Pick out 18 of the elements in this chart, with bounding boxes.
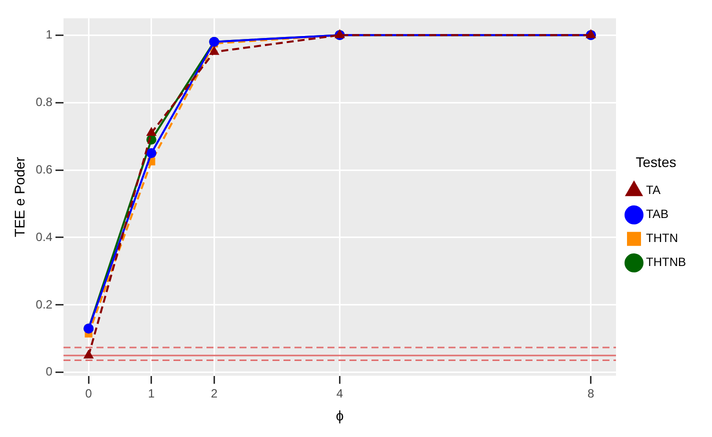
y-tick-label: 0.6 [36, 162, 53, 176]
x-tick-label: 1 [148, 386, 156, 400]
x-axis-title: ϕ [336, 407, 344, 424]
y-axis-title: TEE e Poder [11, 156, 28, 238]
y-tick-label: 0.2 [36, 297, 53, 312]
x-tick-label: 4 [336, 386, 344, 400]
x-tick-label: 0 [85, 386, 92, 400]
y-tick-label: 0.4 [36, 230, 53, 244]
legend-label: TA [646, 183, 660, 198]
x-tick-label: 2 [210, 386, 218, 400]
y-tick-label: 0 [46, 364, 53, 379]
legend-label: TAB [646, 207, 668, 222]
legend-label: THTN [646, 231, 678, 246]
legend-title: Testes [636, 154, 676, 170]
x-tick-label: 8 [588, 386, 595, 400]
y-tick-label: 1 [46, 27, 53, 42]
y-tick-label: 0.8 [36, 94, 53, 109]
legend-label: THTNB [646, 255, 686, 270]
